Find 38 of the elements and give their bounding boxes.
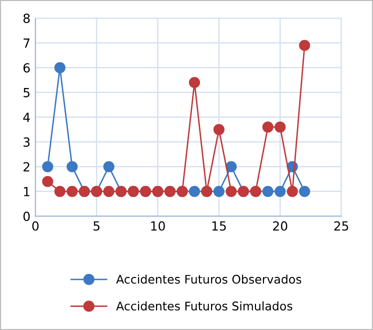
x-tick-label: 15 bbox=[212, 221, 226, 231]
x-tick-label: 5 bbox=[94, 221, 100, 231]
point bbox=[188, 76, 200, 88]
point bbox=[42, 161, 54, 172]
point bbox=[286, 186, 298, 197]
y-tick-label: 5 bbox=[24, 88, 30, 98]
y-tick-label: 3 bbox=[24, 137, 30, 147]
y-tick-label: 6 bbox=[23, 63, 30, 73]
point bbox=[274, 121, 286, 133]
point bbox=[54, 62, 66, 74]
y-tick-label: 4 bbox=[23, 112, 30, 122]
point bbox=[66, 186, 78, 197]
point bbox=[54, 186, 66, 197]
point bbox=[103, 161, 114, 172]
x-tick-label: 20 bbox=[273, 221, 288, 231]
x-tick-label: 25 bbox=[334, 221, 348, 231]
x-tick-label: 0 bbox=[32, 221, 39, 231]
point bbox=[188, 186, 200, 197]
y-tick-label: 8 bbox=[23, 14, 30, 24]
point bbox=[226, 186, 237, 197]
point bbox=[213, 186, 225, 197]
point bbox=[213, 124, 225, 136]
point bbox=[299, 40, 310, 51]
legend-label: Accidentes Futuros Simulados bbox=[116, 301, 292, 310]
legend-label: Accidentes Futuros Observados bbox=[116, 274, 302, 284]
point bbox=[299, 186, 310, 197]
y-tick-label: 1 bbox=[24, 187, 30, 196]
point bbox=[103, 186, 114, 197]
point bbox=[42, 176, 54, 188]
y-tick-label: 0 bbox=[23, 212, 30, 222]
x-tick-label: 10 bbox=[151, 221, 165, 231]
point bbox=[226, 161, 237, 172]
point bbox=[274, 186, 286, 197]
y-tick-label: 2 bbox=[24, 162, 30, 172]
y-tick-label: 7 bbox=[24, 38, 30, 48]
point bbox=[262, 186, 274, 197]
point bbox=[262, 121, 274, 133]
point bbox=[66, 161, 78, 172]
